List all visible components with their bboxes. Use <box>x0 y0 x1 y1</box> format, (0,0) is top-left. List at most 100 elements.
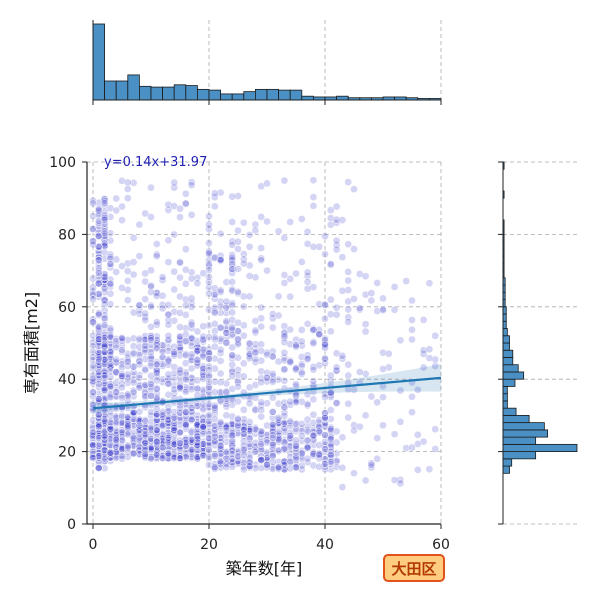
scatter-point <box>408 316 416 324</box>
scatter-point <box>181 385 190 394</box>
scatter-point <box>89 441 97 450</box>
scatter-point <box>193 384 202 393</box>
scatter-point <box>205 372 213 381</box>
scatter-point <box>251 226 260 235</box>
scatter-point <box>332 215 341 224</box>
top-histogram-bar <box>138 85 152 101</box>
scatter-point <box>164 438 173 446</box>
scatter-point <box>205 266 213 274</box>
scatter-point <box>176 213 184 221</box>
scatter-point <box>228 446 237 454</box>
scatter-point <box>239 450 248 459</box>
scatter-point <box>239 321 248 330</box>
scatter-point <box>350 185 358 194</box>
scatter-point <box>257 430 266 439</box>
scatter-point <box>228 367 237 376</box>
scatter-point <box>118 454 126 463</box>
scatter-point <box>222 328 231 337</box>
scatter-point <box>263 421 271 430</box>
scatter-point <box>234 327 242 335</box>
scatter-point <box>280 424 289 433</box>
scatter-point <box>373 454 382 463</box>
scatter-point <box>274 436 283 444</box>
scatter-point <box>205 354 213 363</box>
scatter-point <box>158 443 167 452</box>
scatter-point <box>164 454 173 462</box>
scatter-point <box>129 428 138 436</box>
scatter-point <box>100 273 109 282</box>
scatter-point <box>239 218 248 227</box>
scatter-point <box>100 311 109 320</box>
scatter-point <box>355 368 364 376</box>
scatter-point <box>100 248 109 257</box>
scatter-point <box>147 348 155 357</box>
top-histogram-bar <box>278 89 291 101</box>
scatter-point <box>129 449 138 458</box>
scatter-point <box>187 403 196 412</box>
scatter-point <box>355 422 364 431</box>
scatter-point <box>280 418 289 427</box>
scatter-point <box>164 422 173 430</box>
scatter-point <box>135 424 144 432</box>
scatter-point <box>106 367 115 376</box>
scatter-point <box>228 301 237 310</box>
scatter-point <box>158 362 167 370</box>
scatter-point <box>112 417 121 426</box>
scatter-point <box>123 185 132 193</box>
scatter-point <box>268 413 277 422</box>
scatter-point <box>245 261 254 270</box>
scatter-point <box>94 422 103 431</box>
scatter-point <box>321 250 329 258</box>
scatter-point <box>234 382 242 391</box>
scatter-point <box>413 466 422 474</box>
scatter-point <box>176 204 184 213</box>
scatter-point <box>286 442 295 451</box>
scatter-point <box>315 454 324 463</box>
scatter-point <box>321 441 329 449</box>
scatter-point <box>216 308 225 317</box>
scatter-point <box>135 425 144 434</box>
scatter-point <box>361 411 370 420</box>
scatter-point <box>257 347 266 355</box>
scatter-point <box>303 443 312 452</box>
scatter-point <box>100 254 109 263</box>
scatter-point <box>309 242 318 251</box>
scatter-point <box>309 202 318 210</box>
scatter-point <box>199 332 208 341</box>
scatter-point <box>257 340 266 349</box>
scatter-point <box>292 269 300 278</box>
scatter-point <box>361 369 370 378</box>
scatter-point <box>187 382 196 391</box>
scatter-point <box>280 356 289 365</box>
scatter-point <box>280 457 289 466</box>
top-histogram-bar <box>220 93 233 101</box>
scatter-point <box>332 366 341 375</box>
scatter-point <box>251 340 260 348</box>
scatter-point <box>205 321 213 330</box>
scatter-point <box>332 399 341 408</box>
scatter-point <box>210 333 219 342</box>
top-histogram-bar <box>150 86 164 101</box>
scatter-point <box>332 310 341 319</box>
scatter-point <box>268 423 277 432</box>
scatter-point <box>106 289 115 298</box>
scatter-point <box>379 393 387 402</box>
scatter-point <box>199 420 208 429</box>
scatter-point <box>390 305 399 314</box>
scatter-point <box>100 333 109 342</box>
scatter-point <box>286 397 295 406</box>
scatter-point <box>303 278 312 286</box>
y-tick-label: 20 <box>58 445 76 461</box>
scatter-point <box>129 233 138 242</box>
scatter-point <box>106 260 115 268</box>
scatter-point <box>210 354 219 363</box>
scatter-point <box>147 361 155 370</box>
scatter-point <box>239 359 248 368</box>
scatter-point <box>112 255 121 264</box>
right-histogram-bar <box>502 357 514 366</box>
scatter-point <box>170 202 179 210</box>
scatter-point <box>210 193 219 202</box>
scatter-point <box>332 349 341 358</box>
scatter-point <box>326 214 335 222</box>
scatter-point <box>170 426 179 435</box>
